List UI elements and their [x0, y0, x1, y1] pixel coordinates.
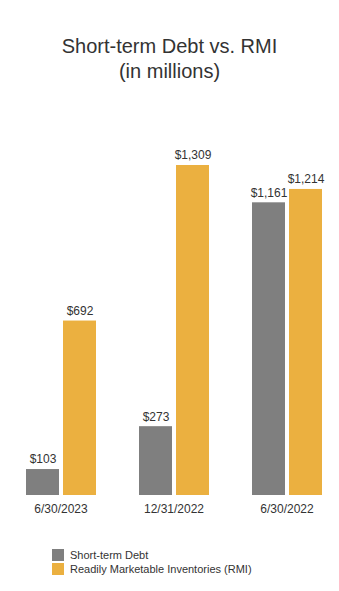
html-text:(in millions): (in millions) — [118, 60, 221, 82]
svg-text:6/30/2023: 6/30/2023 — [34, 502, 88, 516]
svg-text:$273: $273 — [143, 410, 170, 424]
svg-text:12/31/2022: 12/31/2022 — [144, 502, 204, 516]
svg-text:$692: $692 — [67, 304, 94, 318]
svg-text:$1,161: $1,161 — [251, 186, 288, 200]
html-text:Short-term Debt vs. RMI: Short-term Debt vs. RMI — [61, 35, 278, 57]
html-text:Short-term Debt: Short-term Debt — [70, 549, 149, 561]
html-text:Readily Marketable Inventories: Readily Marketable Inventories (RMI) — [70, 563, 252, 575]
svg-text:$103: $103 — [30, 452, 57, 466]
svg-text:6/30/2022: 6/30/2022 — [260, 502, 314, 516]
svg-text:$1,214: $1,214 — [288, 172, 325, 186]
svg-text:$1,309: $1,309 — [175, 148, 212, 162]
